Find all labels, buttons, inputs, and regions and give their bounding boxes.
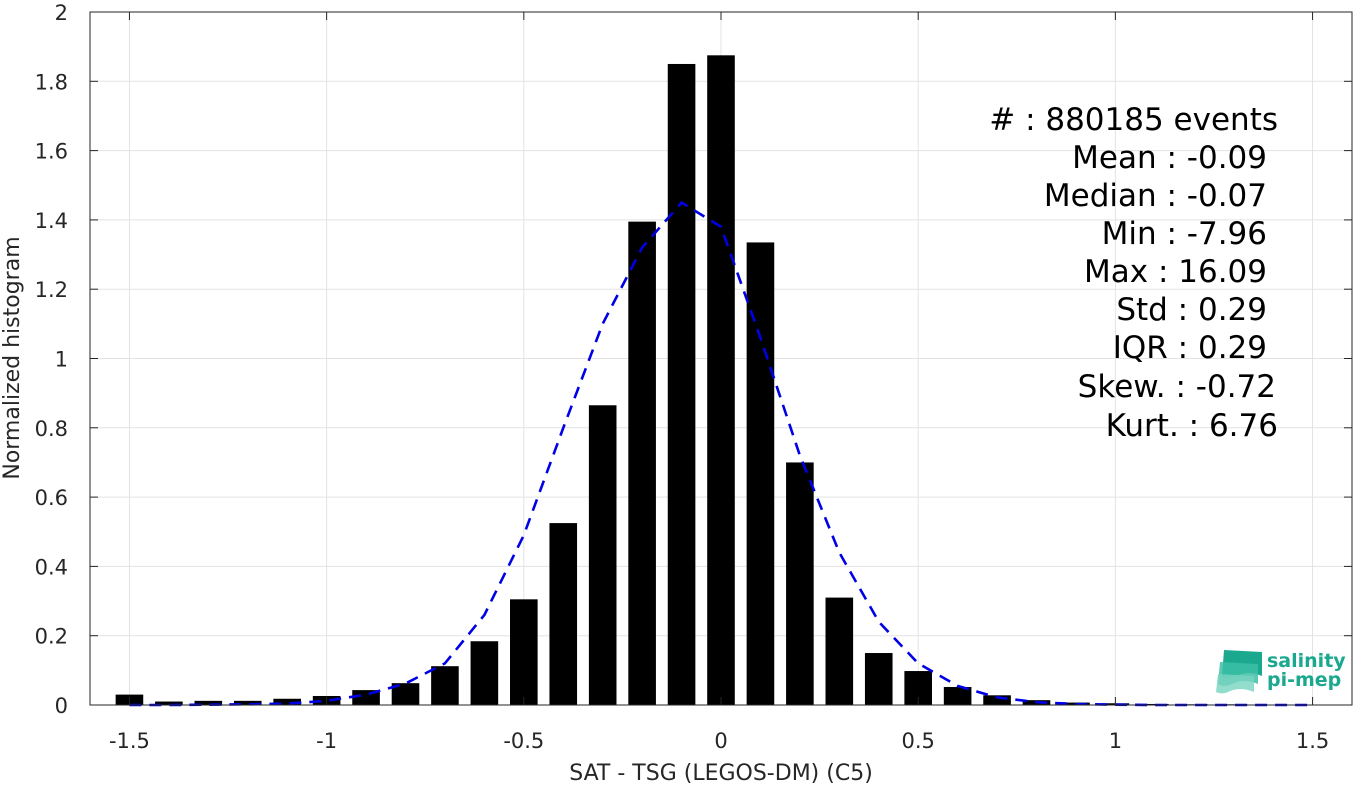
x-tick-label: 0: [714, 729, 727, 753]
x-axis-label: SAT - TSG (LEGOS-DM) (C5): [569, 761, 873, 785]
histogram-bar: [825, 597, 854, 705]
x-tick-label: -0.5: [503, 729, 544, 753]
histogram-bar: [194, 700, 223, 705]
histogram-bar: [943, 686, 972, 705]
y-tick-label: 0.4: [35, 555, 68, 579]
histogram-bar: [746, 242, 775, 706]
histogram-bar: [1141, 703, 1169, 705]
statistics-annotation: # : 880185 events Mean : -0.09 Median : …: [989, 102, 1278, 444]
stat-mean: Mean : -0.09: [1072, 140, 1267, 176]
x-tick-label: 1: [1109, 729, 1122, 753]
histogram-bar: [549, 523, 578, 705]
stat-skew: Skew. : -0.72: [1078, 369, 1276, 405]
y-axis-ticks: 0 0.2 0.4 0.6 0.8 1 1.2 1.4 1.6 1.8 2: [35, 1, 1352, 718]
wave-logo-icon: [1216, 650, 1262, 694]
histogram-bar: [273, 698, 301, 705]
histogram-bar: [786, 462, 814, 705]
stat-iqr: IQR : 0.29: [1113, 330, 1267, 366]
y-tick-label: 0.6: [35, 486, 68, 510]
x-tick-label: -1: [316, 729, 337, 753]
histogram-bar: [588, 405, 617, 705]
y-axis-label: Normalized histogram: [0, 236, 25, 479]
x-tick-label: -1.5: [109, 729, 150, 753]
histogram-bar: [391, 683, 420, 705]
salinity-pi-mep-logo: salinity pi-mep: [1216, 650, 1346, 694]
y-tick-label: 1.2: [35, 278, 68, 302]
stat-median: Median : -0.07: [1044, 178, 1267, 214]
histogram-bar: [628, 221, 656, 705]
y-tick-label: 0: [55, 694, 68, 718]
stat-kurt: Kurt. : 6.76: [1106, 408, 1278, 444]
y-tick-label: 1: [55, 348, 68, 372]
histogram-bar: [667, 63, 696, 706]
histogram-bar: [155, 701, 183, 705]
logo-line-1: salinity: [1267, 650, 1346, 672]
x-axis-ticks: -1.5 -1 -0.5 0 0.5 1 1.5: [109, 12, 1329, 753]
histogram-bar: [470, 641, 499, 705]
histogram-bar: [707, 55, 735, 705]
y-tick-label: 1.4: [35, 209, 68, 233]
stat-std: Std : 0.29: [1116, 292, 1267, 328]
y-tick-label: 1.8: [35, 70, 68, 94]
histogram-bar: [864, 653, 893, 705]
y-tick-label: 0.2: [35, 625, 68, 649]
histogram-bar: [233, 700, 262, 705]
stat-min: Min : -7.96: [1102, 216, 1267, 252]
y-tick-label: 1.6: [35, 140, 68, 164]
logo-line-2: pi-mep: [1267, 669, 1341, 691]
x-tick-label: 1.5: [1296, 729, 1329, 753]
stat-events: # : 880185 events: [989, 102, 1278, 138]
y-tick-label: 0.8: [35, 417, 68, 441]
histogram-bar: [983, 695, 1011, 705]
x-tick-label: 0.5: [901, 729, 934, 753]
histogram-bar: [510, 599, 538, 705]
y-tick-label: 2: [55, 1, 68, 25]
stat-max: Max : 16.09: [1084, 254, 1267, 290]
histogram-bar: [431, 666, 459, 705]
